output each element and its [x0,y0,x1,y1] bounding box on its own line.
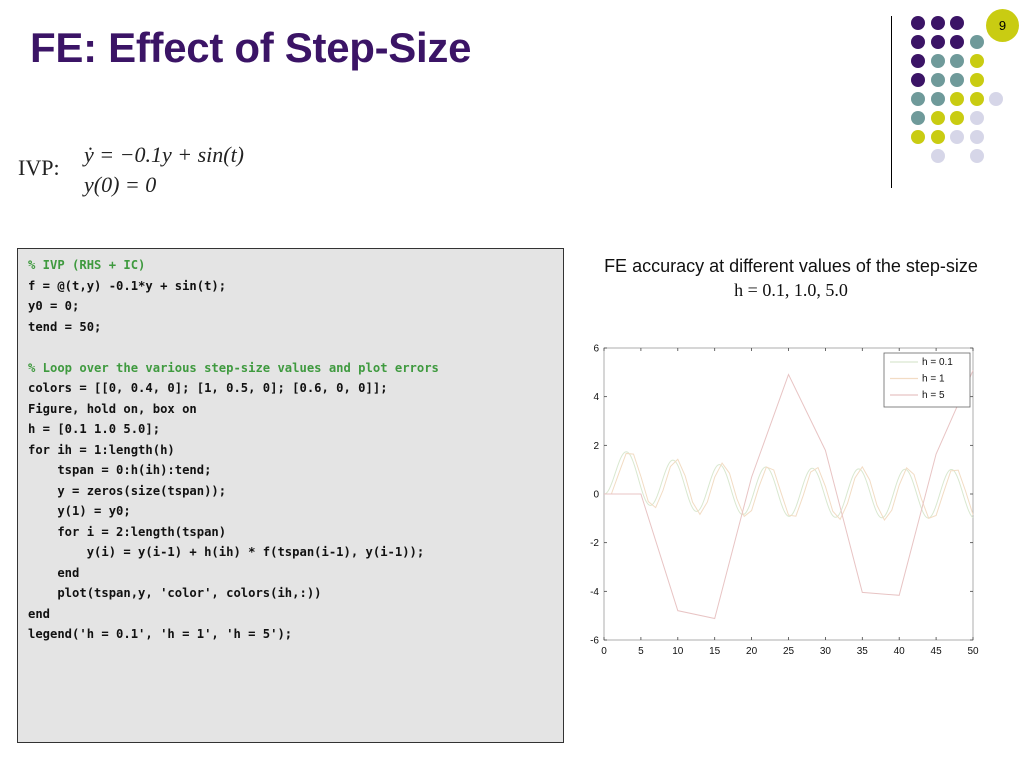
decor-dot [911,130,925,144]
y-tick-label: 4 [593,392,599,403]
decor-dot [969,111,984,125]
decor-dot [950,54,964,68]
code-line: legend('h = 0.1', 'h = 1', 'h = 5'); [28,627,293,641]
x-tick-label: 25 [783,646,795,657]
x-tick-label: 20 [746,646,758,657]
code-line: y = zeros(size(tspan)); [28,483,227,498]
x-tick-label: 30 [820,646,832,657]
legend-label: h = 1 [922,374,945,385]
decor-dot [930,35,945,49]
decor-dot [930,92,945,106]
code-line: % IVP (RHS + IC) [28,258,146,272]
decor-dot [930,16,945,30]
x-tick-label: 45 [931,646,943,657]
series-line-2 [604,452,974,521]
decor-dot [950,16,964,30]
y-tick-label: 6 [593,344,599,355]
decor-dot [930,149,945,163]
ivp-ode-equation: ẏ = −0.1y + sin(t) [84,142,245,167]
decor-dot [950,111,964,125]
y-tick-label: -6 [590,636,599,647]
chart-title: FE accuracy at different values of the s… [604,256,978,276]
series-line-1 [604,451,974,519]
decor-dot [911,16,925,30]
ivp-label: IVP: [18,155,60,180]
x-tick-label: 10 [672,646,684,657]
legend-label: h = 0.1 [922,357,953,368]
decor-dot [911,35,925,49]
code-line: plot(tspan,y, 'color', colors(ih,:)) [28,586,322,600]
code-line: tspan = 0:h(ih):tend; [28,463,212,477]
x-tick-label: 50 [967,646,979,657]
decor-dot [911,92,925,106]
code-line: tend = 50; [28,319,102,334]
decor-dot [969,92,984,106]
series-line-3 [604,370,974,620]
decor-dot [930,111,945,125]
decor-dot [950,35,964,49]
ivp-initial-condition: y(0) = 0 [84,172,157,197]
decor-dot [950,73,964,87]
decor-dot [950,92,964,106]
code-listing: % IVP (RHS + IC) f = @(t,y) -0.1*y + sin(… [17,248,564,743]
decor-dot [969,73,984,87]
decor-dot [930,73,945,87]
code-line: for i = 2:length(tspan) [28,524,227,539]
y-tick-label: -2 [590,538,599,549]
decor-dot [989,92,1003,106]
code-line: y(1) = y0; [28,504,131,518]
code-line: end [28,565,80,580]
code-line: Figure, hold on, box on [28,401,197,416]
decor-dot [911,54,925,68]
decor-dot [969,130,984,144]
y-tick-label: 2 [593,441,599,452]
x-tick-label: 40 [894,646,906,657]
code-line: f = @(t,y) -0.1*y + sin(t); [28,278,227,293]
code-line: % Loop over the various step-size values… [28,360,439,375]
y-tick-label: -4 [590,587,599,598]
code-line: h = [0.1 1.0 5.0]; [28,422,161,436]
decor-dot [950,130,964,144]
decor-dot [930,130,945,144]
code-line: end [28,606,51,621]
code-line: colors = [[0, 0.4, 0]; [1, 0.5, 0]; [0.6… [28,381,388,395]
x-tick-label: 0 [601,646,607,657]
code-line: y(i) = y(i-1) + h(ih) * f(tspan(i-1), y(… [28,545,425,559]
x-tick-label: 5 [638,646,644,657]
x-tick-label: 35 [857,646,869,657]
decor-dot [969,54,984,68]
x-tick-label: 15 [709,646,721,657]
page-number-badge: 9 [986,9,1019,42]
y-tick-label: 0 [593,490,599,501]
decor-dot [911,111,925,125]
decor-dot [969,149,984,163]
code-line: y0 = 0; [28,299,80,313]
decor-dot [911,73,925,87]
slide-title: FE: Effect of Step-Size [30,24,472,71]
decor-dot [969,35,984,49]
code-line: for ih = 1:length(h) [28,442,175,457]
legend-label: h = 5 [922,390,945,401]
decor-dot [930,54,945,68]
chart-subtitle: h = 0.1, 1.0, 5.0 [734,280,848,300]
divider-line [891,16,892,188]
